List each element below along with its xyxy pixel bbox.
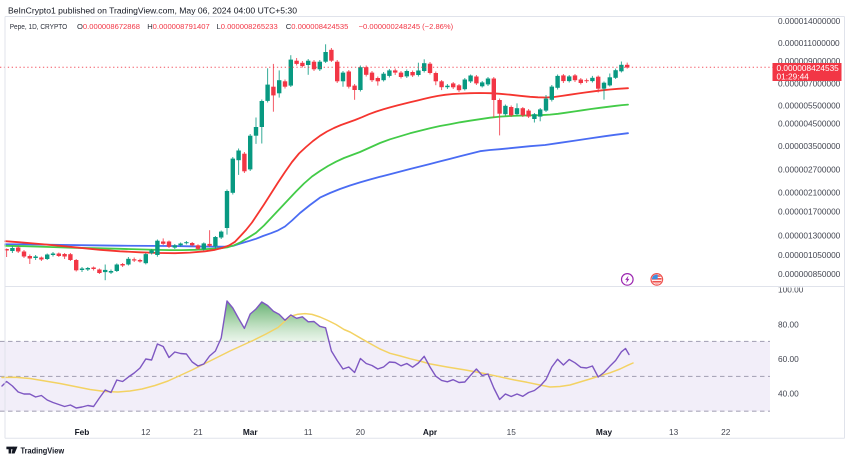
svg-text:May: May [596,427,613,437]
svg-text:100.00: 100.00 [778,284,804,294]
svg-text:0.000000850000: 0.000000850000 [778,269,841,279]
svg-text:60.00: 60.00 [778,354,799,364]
svg-text:−0.000000248245 (−2.86%): −0.000000248245 (−2.86%) [359,22,454,31]
svg-text:H0.000008791407: H0.000008791407 [147,22,210,31]
svg-text:TradingView: TradingView [21,446,65,456]
svg-text:C0.000008424535: C0.000008424535 [286,22,349,31]
svg-text:0.000008424535: 0.000008424535 [777,63,840,73]
svg-text:40.00: 40.00 [778,389,799,399]
svg-text:0.000002100000: 0.000002100000 [778,187,841,197]
svg-text:Feb: Feb [75,427,90,437]
svg-text:0.000001700000: 0.000001700000 [778,207,841,217]
svg-text:80.00: 80.00 [778,320,799,330]
svg-text:0.000001300000: 0.000001300000 [778,231,841,241]
svg-text:BeInCrypto1 published on Tradi: BeInCrypto1 published on TradingView.com… [8,5,297,15]
svg-text:0.000004500000: 0.000004500000 [778,119,841,129]
svg-text:0.000003500000: 0.000003500000 [778,141,841,151]
svg-text:21: 21 [193,427,203,437]
svg-text:0.000002700000: 0.000002700000 [778,165,841,175]
svg-text:0.000007000000: 0.000007000000 [778,79,841,89]
svg-text:0.000009000000: 0.000009000000 [778,56,841,66]
svg-text:0.000001050000: 0.000001050000 [778,250,841,260]
svg-text:13: 13 [669,427,679,437]
svg-text:O0.000008672868: O0.000008672868 [77,22,140,31]
svg-text:12: 12 [141,427,151,437]
svg-text:11: 11 [304,427,313,437]
svg-text:L0.000008265233: L0.000008265233 [217,22,278,31]
svg-text:15: 15 [507,427,517,437]
svg-text:0.000011000000: 0.000011000000 [778,38,840,48]
svg-text:20: 20 [356,427,366,437]
svg-text:Mar: Mar [243,427,259,437]
svg-text:Apr: Apr [423,427,438,437]
svg-text:Pepe, 1D, CRYPTO: Pepe, 1D, CRYPTO [10,22,68,31]
svg-text:01:29:44: 01:29:44 [777,71,810,81]
svg-text:0.000014000000: 0.000014000000 [778,16,841,26]
svg-text:22: 22 [721,427,731,437]
svg-text:0.000005500000: 0.000005500000 [778,100,841,110]
